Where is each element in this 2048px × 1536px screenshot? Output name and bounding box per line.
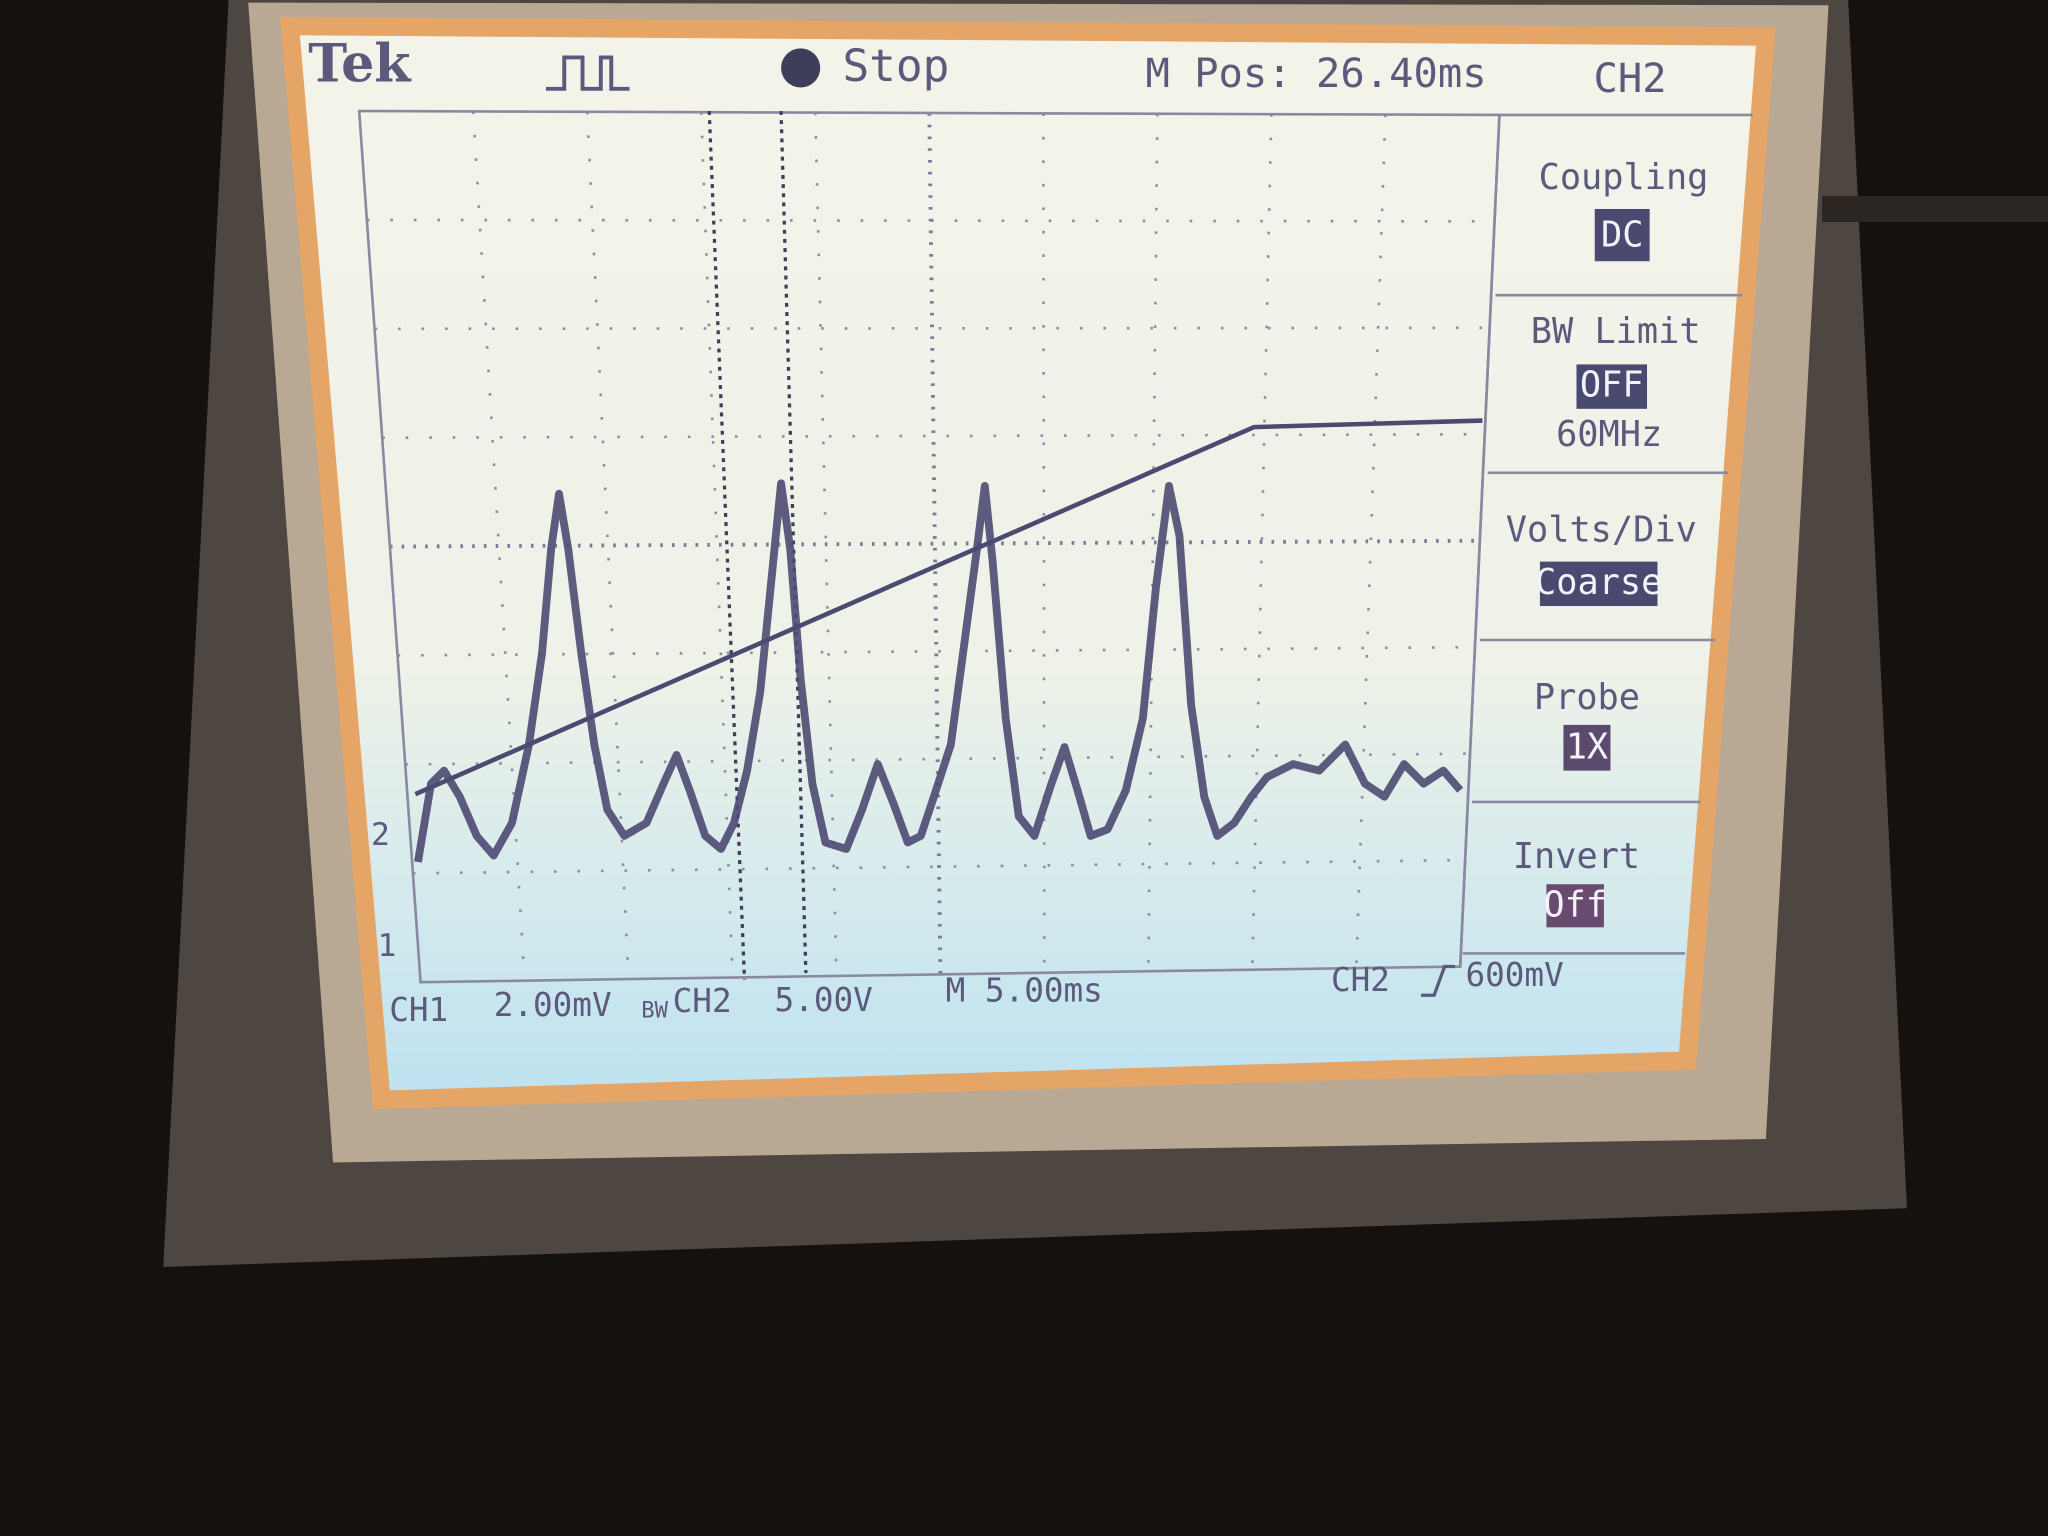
- timebase: M 5.00ms: [946, 972, 1103, 1010]
- grid-line: [1042, 113, 1046, 973]
- ch2-label: CH2: [673, 982, 732, 1020]
- ch2-trace: [414, 418, 1483, 797]
- menu-value: Coarse: [1535, 562, 1662, 603]
- menu-label: Probe: [1534, 677, 1640, 718]
- cursor-line: [707, 110, 747, 980]
- grid-line: [382, 432, 1485, 440]
- run-state: Stop: [842, 41, 949, 92]
- trigger-level: 600mV: [1465, 956, 1563, 994]
- menu-value: Off: [1543, 884, 1607, 925]
- menu-label: BW Limit: [1531, 311, 1701, 352]
- ch1-trace: [414, 479, 1464, 863]
- menu-label: Coupling: [1539, 157, 1709, 198]
- brand: Tek: [308, 33, 412, 94]
- menu-label: Volts/Div: [1506, 510, 1697, 551]
- channel: CH2: [1593, 54, 1666, 102]
- ch1-scale: 2.00mV: [494, 986, 612, 1024]
- ch1-marker: 1: [377, 928, 396, 964]
- menu-value: 1X: [1566, 726, 1608, 767]
- menu-value: OFF: [1580, 365, 1644, 406]
- position: M Pos: 26.40ms: [1145, 49, 1486, 97]
- trigger-source: CH2: [1331, 961, 1390, 999]
- menu-value: DC: [1601, 214, 1643, 255]
- grid-line: [927, 112, 943, 975]
- menu-note: 60MHz: [1556, 414, 1662, 455]
- grid-line: [1147, 113, 1159, 972]
- trigger-icon: [545, 55, 630, 91]
- ch1-label: CH1: [389, 991, 448, 1029]
- grid-line: [1354, 114, 1387, 969]
- screen: [279, 16, 1776, 1110]
- cursor-line: [779, 110, 808, 974]
- grid-line: [1251, 114, 1273, 970]
- menu-label: Invert: [1513, 836, 1640, 877]
- bw-indicator: BW: [641, 997, 668, 1023]
- side-menu: [1458, 113, 1753, 967]
- trigger-slope-icon: [1421, 964, 1456, 997]
- run-indicator: [781, 48, 821, 88]
- bezel-slot: [1822, 195, 2048, 223]
- ch2-scale: 5.00V: [775, 981, 873, 1019]
- ch2-marker: 2: [371, 817, 390, 853]
